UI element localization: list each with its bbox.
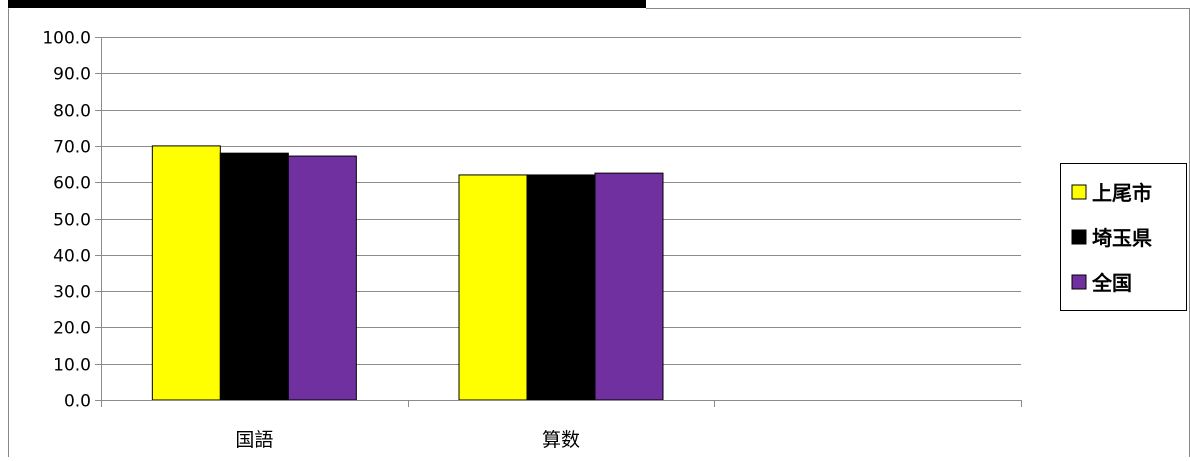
top-black-band: [8, 0, 646, 8]
ytick-label-4: 40.0: [53, 247, 91, 267]
legend-swatch-0: [1071, 184, 1087, 200]
xtick-label-0: 国語: [235, 429, 273, 451]
legend-swatch-2: [1071, 274, 1087, 290]
bars: [151, 145, 664, 401]
xtick-label-1: 算数: [542, 429, 580, 451]
bar-1-1: [526, 174, 596, 401]
ytick-label-9: 90.0: [53, 65, 91, 85]
bar-0-2: [287, 155, 357, 401]
ytick-label-10: 100.0: [42, 29, 91, 49]
ytick-label-5: 50.0: [53, 211, 91, 231]
bar-0-0: [151, 145, 221, 401]
ytick-label-0: 0.0: [64, 392, 91, 412]
ytick-label-1: 10.0: [53, 356, 91, 376]
legend-label-2: 全国: [1091, 271, 1132, 295]
bar-1-2: [594, 172, 664, 401]
ytick-label-7: 70.0: [53, 138, 91, 158]
legend-label-1: 埼玉県: [1092, 226, 1152, 250]
ytick-label-2: 20.0: [53, 319, 91, 339]
axes: [95, 37, 1022, 407]
y-tick-labels: 0.0 10.0 20.0 30.0 40.0 50.0 60.0 70.0 80.0 90.0 1…: [42, 29, 91, 412]
ytick-label-6: 60.0: [53, 174, 91, 194]
bar-0-1: [219, 152, 289, 401]
x-tick-labels: 国語 算数: [235, 429, 580, 451]
bar-1-0: [458, 174, 528, 401]
ytick-label-8: 80.0: [53, 102, 91, 122]
legend-label-0: 上尾市: [1092, 181, 1152, 205]
ytick-label-3: 30.0: [53, 283, 91, 303]
legend-swatch-1: [1071, 229, 1087, 245]
